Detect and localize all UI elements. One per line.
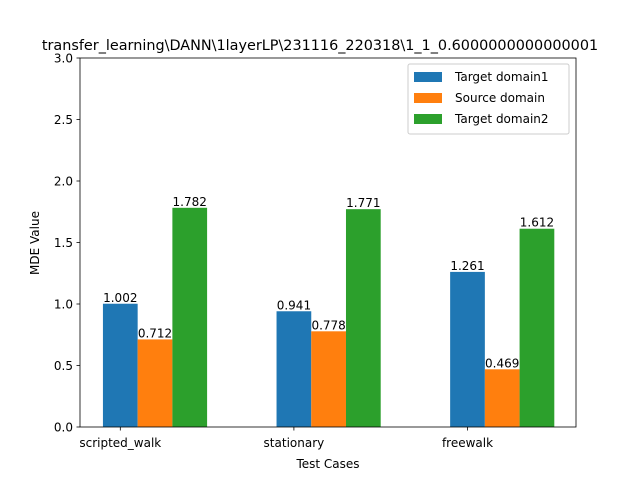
y-tick-label: 2.0 [54,174,73,188]
legend: Target domain1 Source domain Target domain… [407,63,570,135]
y-axis-label: MDE Value [28,211,42,275]
x-tick-label-scripted_walk: scripted_walk [79,436,161,450]
chart-title: transfer_learning\DANN\1layerLP\231116_2… [42,38,598,54]
bar-1-stationary [276,311,312,427]
legend-swatch-1 [414,72,442,82]
bar-2-scripted_walk [137,339,173,427]
legend-label-1: Target domain1 [454,70,549,84]
y-tick-label: 2.5 [54,113,73,127]
y-tick-label: 1.5 [54,236,73,250]
bar-3-stationary [345,209,381,427]
value-label: 1.771 [346,196,380,210]
y-tick-label: 3.0 [54,51,73,65]
legend-swatch-2 [414,93,442,103]
y-tick-label: 0.5 [54,359,73,373]
y-tick-label: 1.0 [54,297,73,311]
legend-swatch-3 [414,114,442,124]
bar-1-freewalk [450,271,485,427]
bar-1-scripted_walk [102,303,138,427]
legend-box [407,63,570,135]
value-label: 1.002 [103,291,137,305]
value-label: 0.778 [311,318,345,332]
value-label: 0.712 [138,326,172,340]
bar-2-freewalk [484,369,520,427]
value-labels-layer: 1.002 0.941 1.261 0.712 0.778 0.469 1.782 1.771… [103,195,554,371]
value-label: 1.782 [173,195,207,209]
x-tick-label-stationary: stationary [264,436,325,450]
value-label: 0.469 [485,356,519,370]
value-label: 1.612 [520,216,554,230]
bar-3-freewalk [519,228,555,427]
y-tick-label: 0.0 [54,420,73,434]
value-label: 1.261 [450,259,484,273]
x-axis-label: Test Cases [295,457,359,471]
bar-3-scripted_walk [172,207,208,427]
bars-layer [102,207,555,427]
value-label: 0.941 [277,298,311,312]
axes-layer: 0.0 0.5 1.0 1.5 2.0 2.5 3.0 scripted_walk statio… [54,51,577,450]
legend-label-2: Source domain [455,91,545,105]
bar-2-stationary [311,331,346,427]
x-tick-label-freewalk: freewalk [442,436,493,450]
legend-label-3: Target domain2 [454,112,549,126]
